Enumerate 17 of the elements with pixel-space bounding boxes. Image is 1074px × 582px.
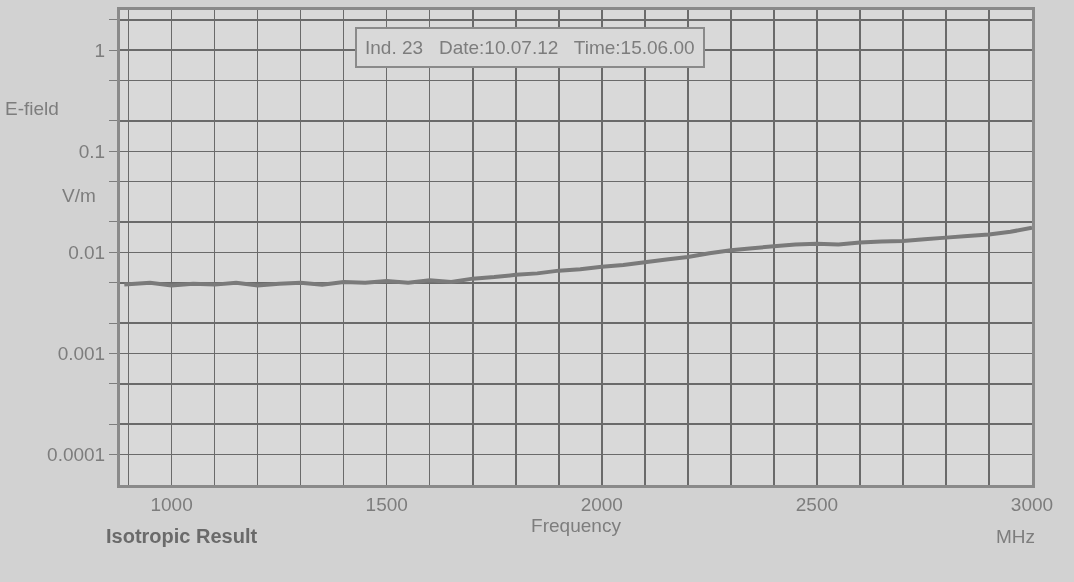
annotation: Ind. 23 Date:10.07.12 Time:15.06.00 xyxy=(365,37,695,58)
x-axis-title: Frequency xyxy=(531,514,622,536)
y-tick-label: 0.01 xyxy=(68,242,106,264)
line-series xyxy=(122,225,1032,288)
y-tick-label: 0.1 xyxy=(78,140,106,162)
y-axis-title: E-field xyxy=(5,98,59,119)
y-tick-label: 0.001 xyxy=(57,343,106,365)
y-tick-label: 0.0001 xyxy=(47,444,106,466)
y-tick-label: 1 xyxy=(94,39,106,61)
text: MHz xyxy=(996,526,1036,547)
text: V/m xyxy=(62,185,96,206)
x-tick-label: 2500 xyxy=(795,493,839,515)
x-tick-label: 1000 xyxy=(150,493,193,515)
x-tick-label: 1500 xyxy=(365,493,408,515)
x-tick-label: 3000 xyxy=(1010,493,1054,515)
text: Isotropic Result xyxy=(106,525,258,547)
x-tick-label: 2000 xyxy=(580,493,623,515)
